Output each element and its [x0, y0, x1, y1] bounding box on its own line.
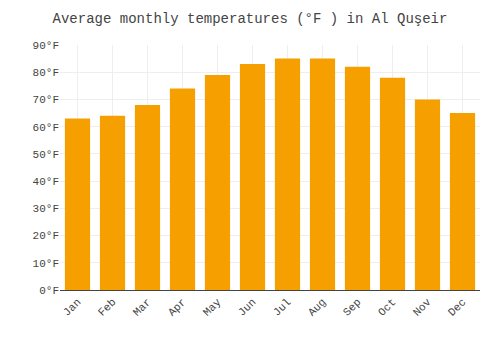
svg-text:Feb: Feb	[96, 296, 118, 318]
svg-text:50°F: 50°F	[33, 149, 59, 161]
svg-text:May: May	[201, 296, 224, 319]
svg-text:30°F: 30°F	[33, 203, 59, 215]
svg-text:10°F: 10°F	[33, 258, 59, 270]
svg-text:Oct: Oct	[376, 296, 398, 318]
svg-text:80°F: 80°F	[33, 67, 59, 79]
svg-text:Sep: Sep	[341, 296, 363, 318]
svg-text:Dec: Dec	[446, 296, 468, 318]
svg-text:Jul: Jul	[271, 296, 293, 318]
svg-text:Nov: Nov	[411, 296, 434, 319]
svg-text:60°F: 60°F	[33, 122, 59, 134]
svg-text:40°F: 40°F	[33, 176, 59, 188]
svg-text:20°F: 20°F	[33, 230, 59, 242]
svg-text:90°F: 90°F	[33, 40, 59, 52]
svg-text:Apr: Apr	[166, 296, 188, 318]
svg-text:Jun: Jun	[236, 296, 258, 318]
svg-text:70°F: 70°F	[33, 94, 59, 106]
svg-text:Jan: Jan	[61, 296, 83, 318]
svg-text:Average monthly temperatures (: Average monthly temperatures (°F ) in Al…	[53, 11, 448, 27]
svg-text:Mar: Mar	[131, 296, 153, 318]
svg-text:Aug: Aug	[306, 296, 328, 318]
svg-text:0°F: 0°F	[39, 285, 59, 297]
